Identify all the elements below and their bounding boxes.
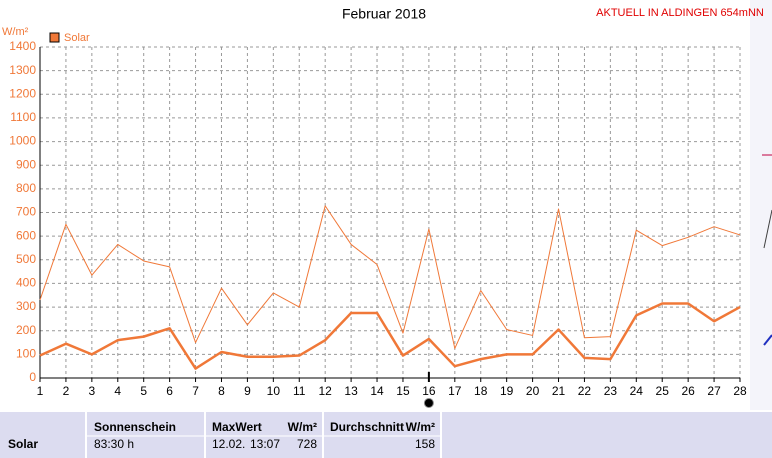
cell-date: 12.02.: [212, 437, 245, 451]
x-tick-label: 26: [681, 384, 695, 398]
x-tick-label: 14: [370, 384, 384, 398]
cell-value: 83:30 h: [94, 437, 134, 451]
x-tick-label: 8: [218, 384, 225, 398]
x-tick-label: 13: [344, 384, 358, 398]
series-line: [39, 302, 741, 370]
side-line: [763, 209, 772, 249]
side-panel: [750, 0, 772, 410]
x-tick-label: 12: [319, 384, 333, 398]
x-tick-label: 17: [448, 384, 462, 398]
x-tick-label: 2: [63, 384, 70, 398]
x-tick-label: 4: [114, 384, 121, 398]
col-header: Sonnenschein: [94, 420, 176, 434]
x-tick-label: 10: [267, 384, 281, 398]
col-header: Durchschnitt: [330, 420, 404, 434]
y-tick-label: 1400: [9, 39, 36, 53]
row-label: Solar: [8, 437, 38, 451]
y-tick-label: 900: [16, 157, 36, 171]
legend-label: Solar: [64, 32, 90, 44]
cell-value: 158: [415, 437, 435, 451]
y-tick-label: 600: [16, 228, 36, 242]
x-tick-label: 6: [166, 384, 173, 398]
y-unit: W/m²: [2, 26, 29, 38]
y-tick-label: 700: [16, 205, 36, 219]
y-tick-label: 800: [16, 181, 36, 195]
cell-time: 13:07: [250, 437, 280, 451]
x-tick-label: 9: [244, 384, 251, 398]
y-tick-label: 1300: [9, 63, 36, 77]
annotation: AKTUELL IN ALDINGEN 654mNN: [596, 7, 764, 19]
x-tick-label: 21: [552, 384, 566, 398]
y-tick-label: 0: [29, 370, 36, 384]
y-tick-label: 500: [16, 252, 36, 266]
y-tick-label: 1200: [9, 86, 36, 100]
series-line: [39, 205, 741, 349]
col-header: MaxWert: [212, 420, 262, 434]
x-tick-label: 27: [707, 384, 721, 398]
x-tick-label: 11: [293, 384, 306, 398]
table-bg: [0, 412, 772, 458]
x-tick-label: 15: [396, 384, 410, 398]
legend-swatch: [49, 32, 60, 43]
col-unit: W/m²: [406, 420, 435, 434]
y-tick-label: 300: [16, 299, 36, 313]
x-tick-label: 3: [89, 384, 96, 398]
col-unit: W/m²: [288, 420, 317, 434]
side-line: [763, 334, 772, 346]
x-tick-label: 1: [37, 384, 44, 398]
x-tick-label: 7: [192, 384, 199, 398]
x-tick-label: 16: [422, 384, 436, 398]
x-tick-label: 18: [474, 384, 488, 398]
y-tick-label: 200: [16, 323, 36, 337]
cell-value: 728: [297, 437, 317, 451]
x-tick-label: 23: [604, 384, 618, 398]
y-tick-label: 1100: [10, 110, 36, 124]
chart-title: Februar 2018: [342, 6, 426, 22]
y-tick-label: 400: [16, 276, 36, 290]
x-tick-label: 28: [733, 384, 747, 398]
summary-table: Solar Sonnenschein 83:30 h MaxWert W/m² …: [0, 412, 772, 458]
x-tick-label: 20: [526, 384, 540, 398]
x-tick-label: 5: [140, 384, 147, 398]
x-tick-label: 19: [500, 384, 514, 398]
x-tick-label: 24: [630, 384, 644, 398]
y-tick-label: 100: [16, 347, 36, 361]
x-tick-label: 22: [578, 384, 592, 398]
x-tick-label: 25: [656, 384, 670, 398]
today-marker: [423, 398, 434, 408]
y-tick-label: 1000: [9, 134, 36, 148]
